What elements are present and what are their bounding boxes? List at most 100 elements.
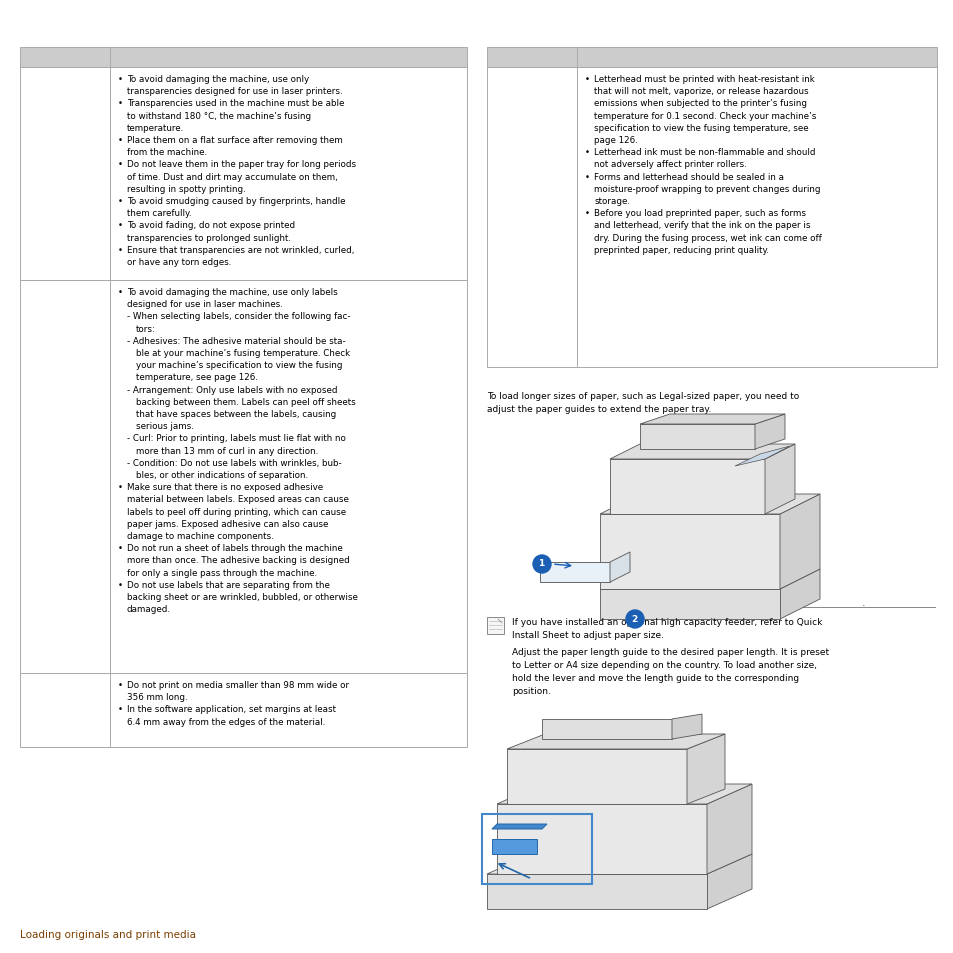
Text: labels to peel off during printing, which can cause: labels to peel off during printing, whic… xyxy=(127,507,346,517)
Text: To avoid smudging caused by fingerprints, handle: To avoid smudging caused by fingerprints… xyxy=(127,196,345,206)
Text: To avoid fading, do not expose printed: To avoid fading, do not expose printed xyxy=(127,221,294,231)
Text: Do not print on media smaller than 98 mm wide or: Do not print on media smaller than 98 mm… xyxy=(127,680,349,689)
Text: storage.: storage. xyxy=(594,196,629,206)
Text: If you have installed an optional high capacity feeder, refer to Quick: If you have installed an optional high c… xyxy=(512,618,821,626)
Polygon shape xyxy=(639,424,754,450)
Text: more than 13 mm of curl in any direction.: more than 13 mm of curl in any direction… xyxy=(136,446,318,456)
Text: •: • xyxy=(118,543,123,553)
Polygon shape xyxy=(780,569,820,619)
Text: - Adhesives: The adhesive material should be sta-: - Adhesives: The adhesive material shoul… xyxy=(127,336,345,345)
Text: dry. During the fusing process, wet ink can come off: dry. During the fusing process, wet ink … xyxy=(594,233,821,242)
Text: In the software application, set margins at least: In the software application, set margins… xyxy=(127,704,335,714)
Text: Forms and letterhead should be sealed in a: Forms and letterhead should be sealed in… xyxy=(594,172,783,181)
Circle shape xyxy=(533,556,551,574)
Polygon shape xyxy=(706,784,751,874)
Text: preprinted paper, reducing print quality.: preprinted paper, reducing print quality… xyxy=(594,246,768,254)
Text: •: • xyxy=(584,209,590,218)
Text: - Condition: Do not use labels with wrinkles, bub-: - Condition: Do not use labels with wrin… xyxy=(127,458,341,467)
Polygon shape xyxy=(599,495,820,515)
Text: - Arrangement: Only use labels with no exposed: - Arrangement: Only use labels with no e… xyxy=(127,385,337,395)
Text: to withstand 180 °C, the machine’s fusing: to withstand 180 °C, the machine’s fusin… xyxy=(127,112,311,120)
Text: paper jams. Exposed adhesive can also cause: paper jams. Exposed adhesive can also ca… xyxy=(127,519,328,528)
Text: 2: 2 xyxy=(631,614,638,623)
Text: To avoid damaging the machine, use only labels: To avoid damaging the machine, use only … xyxy=(127,288,337,296)
Text: •: • xyxy=(118,75,123,84)
Polygon shape xyxy=(609,553,629,582)
Text: that will not melt, vaporize, or release hazardous: that will not melt, vaporize, or release… xyxy=(594,87,808,96)
Text: and letterhead, verify that the ink on the paper is: and letterhead, verify that the ink on t… xyxy=(594,221,810,231)
Polygon shape xyxy=(497,804,706,874)
Text: position.: position. xyxy=(512,686,550,696)
Text: •: • xyxy=(118,196,123,206)
Text: page 126.: page 126. xyxy=(594,136,638,145)
Text: adjust the paper guides to extend the paper tray.: adjust the paper guides to extend the pa… xyxy=(486,405,711,414)
Text: Before you load preprinted paper, such as forms: Before you load preprinted paper, such a… xyxy=(594,209,805,218)
Text: emissions when subjected to the printer’s fusing: emissions when subjected to the printer’… xyxy=(594,99,806,109)
Text: hold the lever and move the length guide to the corresponding: hold the lever and move the length guide… xyxy=(512,673,799,682)
Text: transparencies to prolonged sunlight.: transparencies to prolonged sunlight. xyxy=(127,233,291,242)
Text: transparencies designed for use in laser printers.: transparencies designed for use in laser… xyxy=(127,87,342,96)
Text: designed for use in laser machines.: designed for use in laser machines. xyxy=(127,300,283,309)
Polygon shape xyxy=(541,720,671,740)
Bar xyxy=(20,68,467,281)
Polygon shape xyxy=(506,749,686,804)
Text: that have spaces between the labels, causing: that have spaces between the labels, cau… xyxy=(136,410,335,418)
Text: Letterhead must be printed with heat-resistant ink: Letterhead must be printed with heat-res… xyxy=(594,75,814,84)
Polygon shape xyxy=(671,714,701,740)
Polygon shape xyxy=(599,569,820,589)
Text: or have any torn edges.: or have any torn edges. xyxy=(127,257,232,267)
Text: •: • xyxy=(118,704,123,714)
Text: material between labels. Exposed areas can cause: material between labels. Exposed areas c… xyxy=(127,495,349,504)
Bar xyxy=(486,618,503,635)
Bar xyxy=(20,48,467,68)
Polygon shape xyxy=(506,734,724,749)
Polygon shape xyxy=(780,495,820,589)
Text: •: • xyxy=(118,680,123,689)
Text: •: • xyxy=(118,288,123,296)
Text: damage to machine components.: damage to machine components. xyxy=(127,532,274,540)
Text: •: • xyxy=(118,99,123,109)
Text: •: • xyxy=(584,148,590,157)
Text: for only a single pass through the machine.: for only a single pass through the machi… xyxy=(127,568,316,577)
Text: damaged.: damaged. xyxy=(127,604,171,614)
Bar xyxy=(20,673,467,747)
Text: To avoid damaging the machine, use only: To avoid damaging the machine, use only xyxy=(127,75,309,84)
Text: •: • xyxy=(118,136,123,145)
Text: 6.4 mm away from the edges of the material.: 6.4 mm away from the edges of the materi… xyxy=(127,717,325,726)
Text: temperature.: temperature. xyxy=(127,124,184,132)
Polygon shape xyxy=(764,444,794,515)
Text: •: • xyxy=(118,246,123,254)
Text: Transparencies used in the machine must be able: Transparencies used in the machine must … xyxy=(127,99,344,109)
Polygon shape xyxy=(497,784,751,804)
Text: •: • xyxy=(118,482,123,492)
Text: .: . xyxy=(862,598,864,607)
Polygon shape xyxy=(609,459,764,515)
Text: •: • xyxy=(118,580,123,589)
Text: Do not use labels that are separating from the: Do not use labels that are separating fr… xyxy=(127,580,330,589)
Text: Place them on a flat surface after removing them: Place them on a flat surface after remov… xyxy=(127,136,342,145)
Polygon shape xyxy=(486,854,751,874)
Polygon shape xyxy=(486,874,706,909)
Text: backing sheet or are wrinkled, bubbled, or otherwise: backing sheet or are wrinkled, bubbled, … xyxy=(127,593,357,601)
Text: from the machine.: from the machine. xyxy=(127,148,207,157)
Polygon shape xyxy=(639,415,784,424)
Text: Letterhead ink must be non-flammable and should: Letterhead ink must be non-flammable and… xyxy=(594,148,815,157)
Text: temperature for 0.1 second. Check your machine’s: temperature for 0.1 second. Check your m… xyxy=(594,112,816,120)
Text: backing between them. Labels can peel off sheets: backing between them. Labels can peel of… xyxy=(136,397,355,406)
Text: Do not run a sheet of labels through the machine: Do not run a sheet of labels through the… xyxy=(127,543,342,553)
Text: not adversely affect printer rollers.: not adversely affect printer rollers. xyxy=(594,160,746,170)
Polygon shape xyxy=(706,854,751,909)
Polygon shape xyxy=(492,824,546,829)
Polygon shape xyxy=(734,447,789,467)
Polygon shape xyxy=(599,589,780,619)
Polygon shape xyxy=(686,734,724,804)
Text: •: • xyxy=(584,75,590,84)
Text: specification to view the fusing temperature, see: specification to view the fusing tempera… xyxy=(594,124,808,132)
Text: - When selecting labels, consider the following fac-: - When selecting labels, consider the fo… xyxy=(127,312,350,321)
Text: Ensure that transparencies are not wrinkled, curled,: Ensure that transparencies are not wrink… xyxy=(127,246,354,254)
Text: •: • xyxy=(584,172,590,181)
Bar xyxy=(481,814,592,884)
Text: tors:: tors: xyxy=(136,324,155,334)
Text: Loading originals and print media: Loading originals and print media xyxy=(20,929,195,939)
Text: - Curl: Prior to printing, labels must lie flat with no: - Curl: Prior to printing, labels must l… xyxy=(127,434,346,443)
